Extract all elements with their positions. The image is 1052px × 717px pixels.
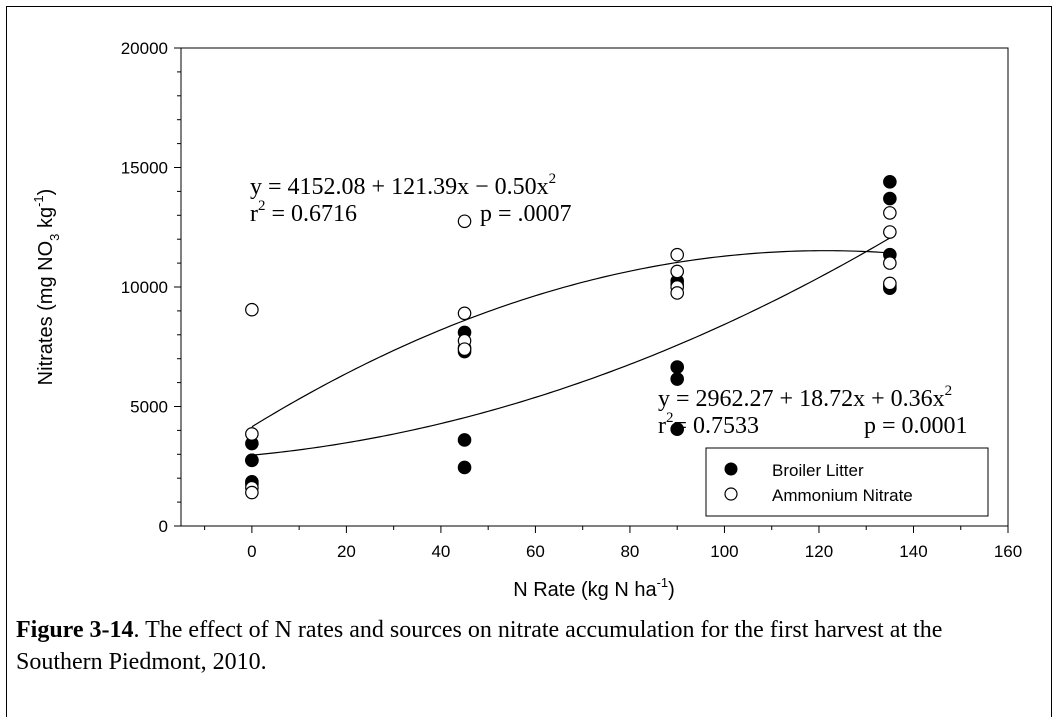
point-broiler-litter — [457, 460, 472, 475]
x-tick-label: 140 — [899, 542, 927, 561]
y-axis-label: Nitrates (mg NO3 kg-1) — [31, 189, 62, 386]
point-broiler-litter — [670, 372, 684, 386]
fit-curve-ammonium-nitrate — [251, 250, 890, 428]
legend: Broiler Litter Ammonium Nitrate — [705, 447, 989, 517]
point-ammonium-nitrate — [670, 264, 684, 279]
fit-curves — [251, 237, 891, 456]
fit-curve-broiler-litter — [251, 237, 891, 456]
point-ammonium-nitrate — [245, 485, 259, 500]
an-fit-p: p = .0007 — [480, 201, 572, 227]
legend-marker-ammonium-nitrate — [724, 487, 738, 501]
an-fit-equation: y = 4152.08 + 121.39x − 0.50x2 — [250, 171, 556, 200]
x-tick-label: 0 — [247, 542, 256, 561]
caption-label: Figure 3-14 — [16, 617, 134, 643]
y-tick-label: 15000 — [121, 159, 168, 178]
caption-text: . The effect of N rates and sources on n… — [16, 617, 943, 675]
bl-fit-p: p = 0.0001 — [864, 413, 968, 439]
an-fit-r2: r2 = 0.6716 — [250, 198, 357, 227]
point-ammonium-nitrate — [883, 225, 897, 239]
y-tick-label: 10000 — [121, 278, 168, 297]
point-broiler-litter — [457, 433, 472, 447]
legend-box — [705, 447, 989, 517]
x-tick-label: 80 — [620, 542, 639, 561]
point-broiler-litter — [670, 422, 684, 437]
point-ammonium-nitrate — [245, 302, 259, 317]
y-tick-label: 0 — [159, 517, 168, 536]
figure-caption: Figure 3-14. The effect of N rates and s… — [16, 614, 1026, 678]
bl-fit-equation: y = 2962.27 + 18.72x + 0.36x2 — [658, 383, 952, 412]
point-ammonium-nitrate — [457, 306, 472, 321]
point-ammonium-nitrate — [670, 286, 684, 300]
x-axis-ticks: 0 20 40 60 80 100 120 140 160 — [204, 526, 1022, 561]
bl-fit-r2: r2= 0.7533 — [658, 410, 759, 439]
data-points — [245, 175, 897, 500]
point-broiler-litter — [883, 175, 897, 189]
x-tick-label: 100 — [710, 542, 738, 561]
y-tick-label: 20000 — [121, 39, 168, 58]
point-broiler-litter — [245, 453, 259, 468]
point-ammonium-nitrate — [457, 214, 472, 229]
x-tick-label: 120 — [805, 542, 833, 561]
point-ammonium-nitrate — [245, 427, 259, 441]
x-tick-label: 60 — [526, 542, 545, 561]
x-axis-label: N Rate (kg N ha-1) — [513, 575, 675, 600]
point-ammonium-nitrate — [670, 247, 684, 262]
y-tick-label: 5000 — [130, 398, 168, 417]
x-tick-label: 160 — [994, 542, 1022, 561]
x-tick-label: 40 — [431, 542, 450, 561]
point-ammonium-nitrate — [883, 276, 897, 291]
legend-label-ammonium-nitrate: Ammonium Nitrate — [772, 486, 913, 505]
legend-label-broiler-litter: Broiler Litter — [772, 461, 864, 480]
point-broiler-litter — [670, 360, 684, 374]
point-ammonium-nitrate — [457, 342, 472, 356]
x-tick-label: 20 — [337, 542, 356, 561]
point-broiler-litter — [883, 191, 897, 206]
legend-marker-broiler-litter — [724, 462, 738, 476]
scatter-chart: 0 20 40 60 80 100 120 140 160 0 5000 10000 15000 200… — [31, 39, 1022, 600]
y-axis-ticks: 0 5000 10000 15000 20000 — [121, 39, 181, 536]
point-ammonium-nitrate — [883, 256, 897, 270]
point-ammonium-nitrate — [883, 206, 897, 220]
